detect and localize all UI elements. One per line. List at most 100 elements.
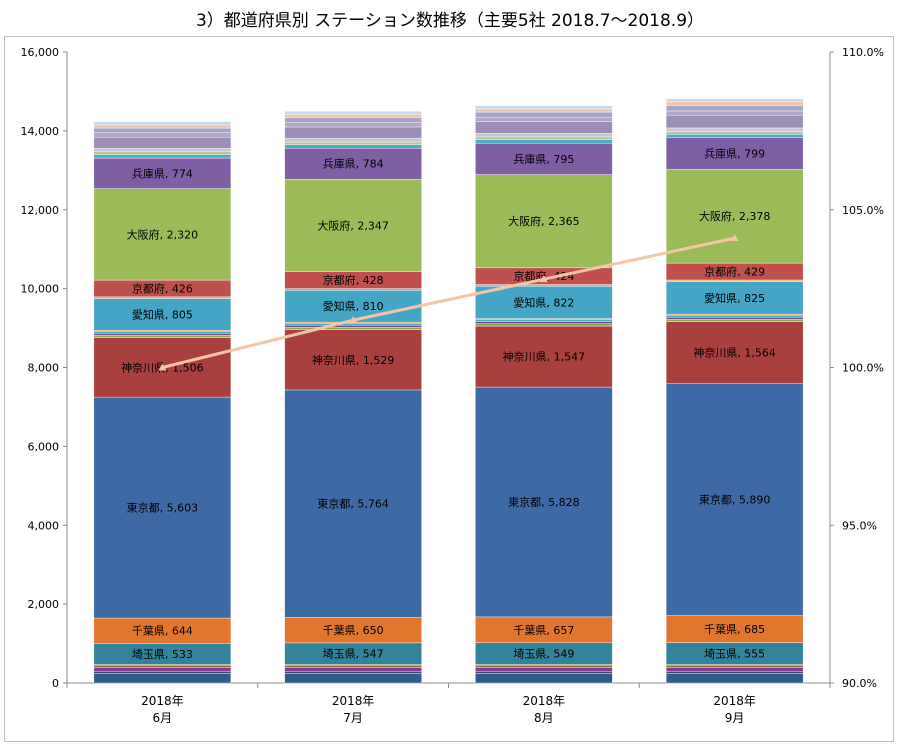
data-label: 愛知県, 822 [513,295,574,309]
bar-segment [284,148,422,180]
bar-segment [475,323,613,327]
y-tick-label: 0 [52,677,59,690]
data-label: 千葉県, 657 [513,623,574,637]
bar-segment [93,670,232,674]
data-label: 埼玉県, 547 [323,647,384,661]
bar-segment [475,105,613,110]
y2-tick-label: 110.0% [842,46,884,59]
x-category-label: 9月 [725,711,745,725]
data-label: 神奈川県, 1,547 [503,350,585,364]
bar-segment [475,673,613,684]
growth-line-marker [730,234,739,242]
y-tick-label: 4,000 [28,519,60,532]
bar-segment [284,673,422,684]
x-category-label: 2018年 [141,694,184,708]
x-category-label: 2018年 [332,694,375,708]
bar-segment [93,296,232,299]
bar-segment [284,665,422,668]
data-label: 大阪府, 2,347 [317,218,388,232]
bar-segment [665,131,804,135]
bar-segment [475,111,613,118]
data-label: 東京都, 5,828 [508,495,579,509]
bar-segment [665,279,804,282]
bar-segment [475,284,613,287]
bar-segment [665,110,804,116]
x-category-label: 2018年 [713,694,756,708]
bar-segment [284,178,422,272]
y2-tick-label: 95.0% [842,519,877,532]
bar-segment [93,667,232,672]
data-label: 兵庫県, 795 [513,152,574,166]
chart-frame [4,36,894,742]
bar-segment [475,325,613,388]
bar-segment [475,133,613,138]
bar-segment [665,670,804,674]
y-tick-label: 8,000 [28,362,60,375]
data-label: 兵庫県, 774 [132,166,193,180]
data-label: 大阪府, 2,365 [508,214,579,228]
data-label: 京都府, 429 [704,265,765,279]
bar-segment [475,136,613,140]
bar-segment [665,101,804,106]
bar-segment [665,321,804,384]
bar-segment [284,138,422,143]
data-label: 東京都, 5,603 [127,501,198,515]
bar-segment [284,617,422,644]
data-label: 東京都, 5,890 [699,492,770,506]
bar-segment [665,134,804,138]
bar-segment [284,667,422,672]
bar-segment [475,116,613,122]
bar-segment [475,664,613,667]
growth-line [162,236,735,369]
bar-segment [475,121,613,134]
bar-segment [665,127,804,132]
bar-segment [665,317,804,320]
bar-segment [284,323,422,326]
data-label: 神奈川県, 1,564 [693,345,775,359]
bar-segment [475,386,613,618]
bar-segment [284,670,422,674]
bar-segment [93,396,232,619]
bar-segment [475,285,613,319]
y-tick-label: 14,000 [21,125,60,138]
data-label: 大阪府, 2,378 [699,209,770,223]
bar-segment [93,121,232,126]
data-label: 埼玉県, 555 [704,647,765,661]
bar-segment [665,115,804,129]
bar-segment [93,188,232,281]
bar-segment [93,673,232,684]
bar-segment [284,325,422,328]
bar-segment [284,117,422,123]
bar-segment [284,144,422,149]
data-label: 京都府, 426 [132,281,193,295]
growth-line-marker [349,316,358,324]
bar-segment [665,315,804,318]
bar-segment [93,151,232,155]
data-label: 愛知県, 805 [132,307,193,321]
y2-tick-label: 100.0% [842,362,884,375]
bar-segment [475,616,613,644]
growth-line-marker [158,363,167,371]
x-category-label: 2018年 [523,694,566,708]
bar-segment [475,143,613,175]
bar-segment [284,389,422,618]
bar-segment [93,617,232,644]
bar-segment [93,298,232,331]
bar-segment [93,127,232,134]
bar-segment [284,664,422,667]
bar-segment [93,333,232,336]
x-category-label: 6月 [153,711,173,725]
bar-segment [665,673,804,684]
data-label: 京都府, 428 [323,273,384,287]
data-label: 愛知県, 825 [704,291,765,305]
data-label: 東京都, 5,764 [317,497,388,511]
y-tick-label: 10,000 [21,283,60,296]
bar-segment [284,141,422,145]
bar-segment [284,288,422,291]
bar-segment [475,321,613,324]
y-tick-label: 2,000 [28,598,60,611]
bar-segment [93,124,232,129]
bar-segment [93,665,232,668]
data-label: 兵庫県, 799 [704,147,765,161]
